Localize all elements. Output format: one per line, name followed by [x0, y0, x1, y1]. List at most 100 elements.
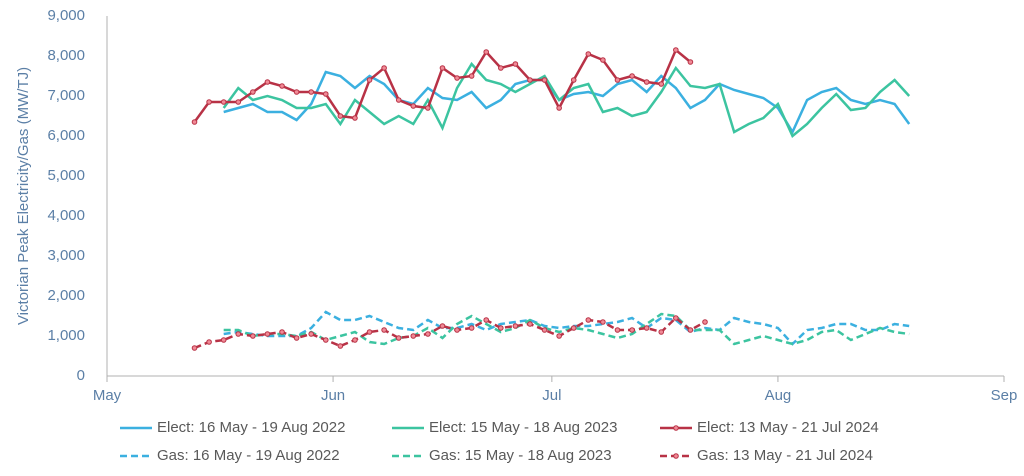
- y-tick-label: 7,000: [47, 87, 85, 104]
- point-marker: [483, 317, 490, 323]
- y-tick-label: 0: [77, 367, 85, 384]
- point-marker: [673, 315, 679, 321]
- point-marker: [454, 327, 460, 333]
- y-tick-label: 3,000: [47, 247, 85, 264]
- point-marker: [206, 339, 212, 345]
- point-marker: [279, 329, 285, 335]
- y-tick-label: 8,000: [47, 47, 85, 64]
- point-marker: [512, 323, 519, 329]
- series-line: [223, 310, 910, 346]
- legend-label: Gas: 16 May - 19 Aug 2022: [157, 447, 340, 464]
- point-marker: [395, 97, 402, 103]
- point-marker: [308, 331, 314, 337]
- point-marker: [206, 99, 212, 105]
- point-marker: [673, 47, 679, 53]
- point-marker: [468, 73, 475, 79]
- point-marker: [468, 325, 475, 331]
- point-marker: [337, 343, 344, 349]
- series-line: [223, 70, 911, 135]
- legend-marker: [673, 425, 679, 431]
- point-marker: [483, 49, 490, 55]
- point-marker: [600, 319, 606, 325]
- x-tick-label: May: [93, 387, 122, 404]
- legend-label: Gas: 13 May - 21 Jul 2024: [697, 447, 873, 464]
- series-line: [223, 312, 910, 346]
- point-marker: [191, 345, 198, 351]
- point-marker: [527, 77, 533, 83]
- y-tick-label: 6,000: [47, 127, 85, 144]
- point-marker: [293, 335, 300, 341]
- point-marker: [322, 91, 329, 97]
- point-marker: [687, 59, 694, 65]
- point-marker: [250, 333, 256, 339]
- point-marker: [250, 89, 256, 95]
- point-marker: [381, 65, 387, 71]
- point-marker: [220, 99, 227, 105]
- point-marker: [498, 65, 504, 71]
- point-marker: [658, 81, 665, 87]
- point-marker: [614, 77, 621, 83]
- point-marker: [600, 57, 606, 63]
- legend-label: Elect: 16 May - 19 Aug 2022: [157, 419, 345, 436]
- point-marker: [425, 331, 431, 337]
- point-marker: [512, 61, 519, 67]
- point-marker: [454, 75, 460, 81]
- point-marker: [570, 77, 577, 83]
- point-marker: [702, 319, 708, 325]
- y-tick-label: 9,000: [47, 7, 85, 24]
- point-marker: [264, 79, 271, 85]
- point-marker: [235, 331, 242, 337]
- y-axis-title: Victorian Peak Electricity/Gas (MW/TJ): [15, 67, 32, 325]
- x-tick-label: Aug: [765, 387, 792, 404]
- point-marker: [585, 317, 592, 323]
- legend-marker: [673, 453, 679, 459]
- point-marker: [410, 103, 417, 109]
- point-marker: [570, 325, 577, 331]
- point-marker: [337, 113, 344, 119]
- point-marker: [191, 119, 198, 125]
- point-marker: [395, 335, 402, 341]
- point-marker: [439, 323, 446, 329]
- point-marker: [556, 333, 562, 339]
- point-marker: [293, 89, 300, 95]
- point-marker: [687, 327, 694, 333]
- point-marker: [235, 99, 242, 105]
- x-tick-label: Sep: [991, 387, 1018, 404]
- point-marker: [658, 329, 665, 335]
- point-marker: [264, 331, 271, 337]
- point-marker: [643, 325, 650, 331]
- point-marker: [410, 333, 417, 339]
- point-marker: [541, 327, 548, 333]
- point-marker: [629, 73, 635, 79]
- point-marker: [439, 65, 446, 71]
- legend-label: Elect: 13 May - 21 Jul 2024: [697, 419, 879, 436]
- point-marker: [527, 321, 533, 327]
- point-marker: [381, 327, 387, 333]
- point-marker: [220, 337, 227, 343]
- point-marker: [585, 51, 592, 57]
- y-tick-label: 4,000: [47, 207, 85, 224]
- point-marker: [352, 115, 358, 121]
- point-marker: [366, 329, 373, 335]
- point-marker: [352, 337, 358, 343]
- point-marker: [308, 89, 314, 95]
- y-tick-label: 1,000: [47, 327, 85, 344]
- point-marker: [498, 325, 504, 331]
- legend-label: Elect: 15 May - 18 Aug 2023: [429, 419, 617, 436]
- point-marker: [629, 327, 635, 333]
- point-marker: [556, 105, 562, 111]
- point-marker: [541, 77, 548, 83]
- y-tick-label: 2,000: [47, 287, 85, 304]
- point-marker: [322, 337, 329, 343]
- legend-label: Gas: 15 May - 18 Aug 2023: [429, 447, 612, 464]
- x-tick-label: Jun: [321, 387, 345, 404]
- x-tick-label: Jul: [542, 387, 561, 404]
- point-marker: [614, 327, 621, 333]
- point-marker: [425, 105, 431, 111]
- y-tick-label: 5,000: [47, 167, 85, 184]
- point-marker: [279, 83, 285, 89]
- series-line: [194, 316, 706, 350]
- point-marker: [366, 77, 373, 83]
- point-marker: [643, 79, 650, 85]
